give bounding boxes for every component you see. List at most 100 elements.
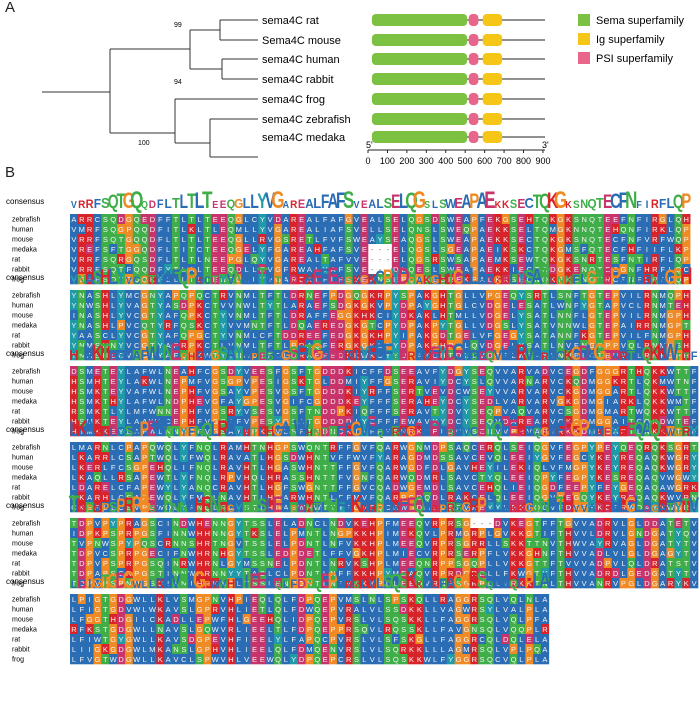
residue-letter: K: [495, 225, 500, 234]
residue-letter: E: [456, 235, 461, 244]
ig-domain: [482, 73, 503, 85]
residue-cell: [281, 376, 291, 387]
residue-cell: [415, 396, 424, 407]
residue-cell: [674, 320, 683, 331]
residue-cell: [533, 300, 542, 311]
logo-letter: S: [267, 351, 275, 364]
residue-letter: L: [213, 463, 217, 472]
residue-cell: [195, 224, 204, 235]
residue-letter: V: [550, 367, 555, 376]
residue-cell: [352, 396, 361, 407]
residue-letter: C: [205, 291, 211, 300]
sema-domain: [371, 53, 468, 65]
logo-letter: F: [573, 272, 581, 287]
residue-cell: [336, 366, 346, 377]
residue-letter: N: [79, 351, 84, 360]
residue-letter: T: [684, 387, 689, 396]
residue-letter: E: [142, 215, 147, 224]
residue-cell: [470, 406, 479, 417]
residue-letter: A: [189, 483, 194, 492]
residue-cell: [682, 386, 691, 397]
residue-cell: [101, 244, 110, 255]
residue-cell: [266, 264, 275, 275]
residue-cell: [580, 366, 589, 377]
residue-letter: F: [339, 453, 344, 462]
residue-letter: A: [87, 351, 92, 360]
residue-letter: M: [87, 397, 93, 406]
residue-letter: K: [550, 215, 555, 224]
logo-letter: P: [383, 264, 393, 288]
residue-letter: P: [385, 331, 390, 340]
residue-cell: [493, 264, 503, 275]
residue-letter: D: [448, 417, 454, 426]
residue-letter: I: [355, 367, 357, 376]
residue-cell: [423, 330, 432, 341]
residue-letter: Q: [644, 397, 650, 406]
residue-letter: V: [550, 377, 555, 386]
residue-cell: [533, 330, 542, 341]
logo-letter: E: [502, 272, 510, 287]
residue-letter: L: [472, 311, 476, 320]
residue-cell: [211, 320, 220, 331]
residue-cell: [391, 340, 400, 351]
residue-letter: L: [645, 275, 649, 284]
residue-letter: E: [197, 397, 202, 406]
residue-cell: [399, 406, 408, 417]
residue-cell: [234, 290, 243, 301]
residue-letter: L: [668, 215, 672, 224]
residue-letter: K: [370, 301, 375, 310]
residue-letter: K: [370, 291, 375, 300]
residue-letter: V: [346, 255, 351, 264]
residue-cell: [399, 290, 408, 301]
residue-letter: G: [346, 321, 352, 330]
residue-letter: E: [213, 275, 218, 284]
residue-letter: G: [126, 215, 132, 224]
residue-letter: L: [323, 377, 327, 386]
residue-letter: Q: [652, 473, 658, 482]
logo-letter: H: [438, 271, 447, 287]
residue-letter: E: [503, 301, 508, 310]
residue-letter: P: [684, 235, 689, 244]
residue-letter: P: [495, 407, 500, 416]
residue-letter: F: [370, 453, 375, 462]
residue-letter: N: [629, 275, 634, 284]
residue-cell: [493, 224, 503, 235]
species-label: human: [12, 303, 34, 310]
residue-cell: [486, 396, 495, 407]
residue-letter: Y: [323, 265, 328, 274]
logo-letter: P: [376, 503, 384, 516]
residue-cell: [415, 320, 424, 331]
residue-cell: [541, 340, 550, 351]
residue-letter: K: [676, 245, 681, 254]
residue-letter: G: [416, 235, 422, 244]
logo-letter: Q: [377, 428, 384, 440]
residue-cell: [101, 224, 110, 235]
residue-cell: [234, 330, 243, 341]
logo-letter: T: [676, 352, 682, 364]
residue-cell: [446, 254, 455, 265]
residue-cell: [297, 214, 306, 225]
residue-cell: [77, 386, 86, 397]
residue-letter: E: [566, 453, 571, 462]
residue-cell: [109, 244, 118, 255]
residue-letter: T: [535, 235, 540, 244]
residue-cell: [234, 396, 243, 407]
residue-letter: V: [480, 351, 485, 360]
residue-letter: G: [307, 483, 313, 492]
residue-cell: [242, 234, 251, 245]
residue-letter: F: [621, 245, 626, 254]
residue-letter: Y: [440, 377, 445, 386]
residue-letter: I: [528, 443, 530, 452]
residue-letter: S: [401, 291, 406, 300]
residue-letter: F: [276, 367, 281, 376]
residue-cell: [650, 290, 660, 301]
logo-letter: R: [516, 340, 528, 365]
residue-cell: [564, 406, 573, 417]
residue-letter: A: [511, 387, 516, 396]
residue-letter: Y: [487, 387, 492, 396]
residue-cell: [525, 340, 534, 351]
residue-letter: R: [393, 443, 399, 452]
residue-cell: [682, 290, 691, 301]
residue-cell: [533, 366, 542, 377]
